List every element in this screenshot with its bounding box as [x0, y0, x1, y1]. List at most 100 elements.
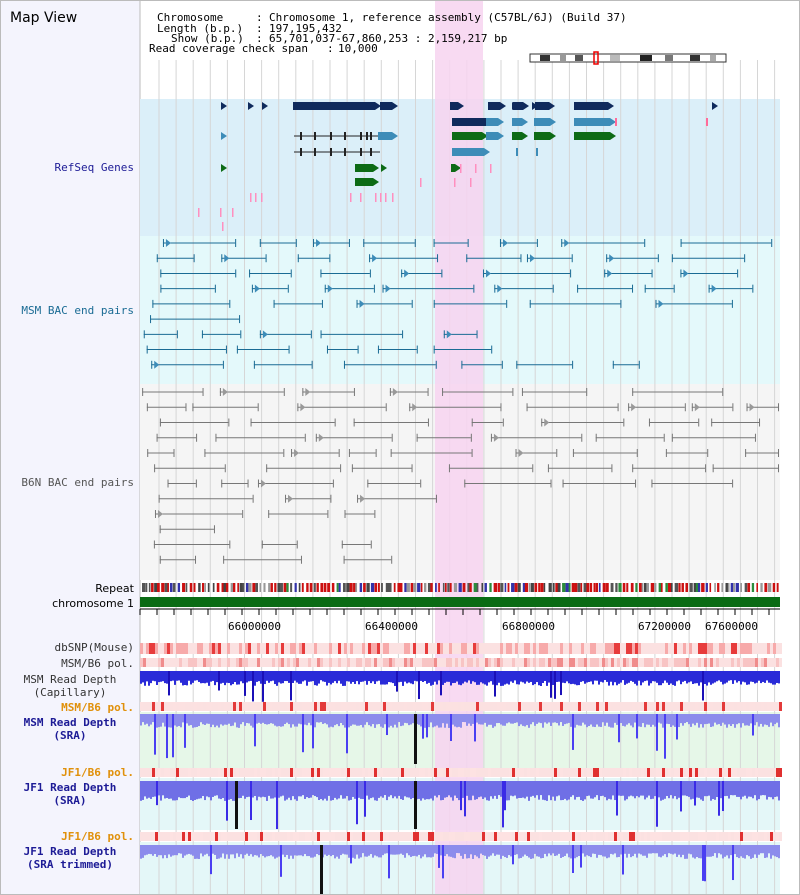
bac-end	[500, 403, 502, 412]
polymorphism-cell	[701, 658, 704, 667]
depth-bar	[280, 781, 282, 797]
depth-bar	[464, 845, 466, 855]
depth-bar	[262, 781, 264, 797]
polymorphism-cell	[590, 702, 593, 711]
depth-bar	[732, 671, 734, 684]
polymorphism-cell	[497, 768, 500, 777]
depth-bar	[760, 845, 762, 854]
depth-bar	[526, 671, 528, 682]
ideogram-band	[560, 55, 566, 61]
polymorphism-cell	[566, 832, 569, 841]
bac-end	[236, 345, 238, 354]
polymorphism-cell	[635, 832, 638, 841]
depth-bar	[476, 781, 478, 800]
depth-bar	[152, 781, 154, 797]
repeat-mark	[239, 583, 243, 592]
polymorphism-cell	[317, 702, 320, 711]
depth-bar	[474, 781, 476, 800]
depth-bar	[646, 845, 648, 858]
repeat-mark	[430, 583, 433, 592]
bac-end	[427, 388, 429, 396]
depth-bar	[700, 781, 702, 800]
depth-bar	[484, 671, 486, 685]
polymorphism-cell	[500, 702, 503, 711]
polymorphism-cell	[281, 658, 284, 667]
repeat-mark	[252, 583, 256, 592]
depth-bar	[432, 845, 434, 857]
depth-bar	[386, 781, 388, 801]
polymorphism-cell	[461, 768, 464, 777]
depth-bar	[592, 845, 594, 854]
depth-bar	[446, 845, 448, 855]
gene-block	[574, 132, 610, 140]
depth-bar	[760, 781, 762, 796]
depth-bar	[188, 781, 190, 796]
polymorphism-cell	[185, 643, 188, 654]
gene-block	[293, 102, 375, 110]
bac-arrow	[224, 254, 230, 263]
polymorphism-cell	[218, 702, 221, 711]
depth-bar	[458, 714, 460, 727]
depth-bar	[694, 714, 696, 726]
depth-bar	[202, 845, 204, 857]
polymorphism-cell	[773, 768, 776, 777]
depth-bar	[380, 781, 382, 797]
polymorphism-cell	[632, 832, 635, 841]
coverage-sep: :	[327, 42, 334, 55]
depth-bar	[704, 845, 706, 882]
polymorphism-cell	[692, 832, 695, 841]
depth-bar	[560, 845, 562, 858]
depth-bar	[298, 845, 300, 856]
polymorphism-cell	[587, 658, 590, 667]
depth-bar	[222, 714, 224, 726]
depth-bar	[184, 671, 186, 686]
msm-depth-sra-label-1: MSM Read Depth	[23, 716, 117, 729]
polymorphism-cell	[425, 643, 428, 654]
polymorphism-cell	[515, 643, 518, 654]
depth-bar	[160, 845, 162, 856]
bac-end	[606, 254, 608, 263]
repeat-mark	[756, 583, 759, 592]
depth-bar	[508, 781, 510, 801]
polymorphism-cell	[770, 658, 773, 667]
polymorphism-cell	[266, 658, 269, 667]
polymorphism-cell	[665, 832, 668, 841]
polymorphism-cell	[686, 768, 689, 777]
depth-bar	[764, 781, 766, 796]
polymorphism-cell	[263, 643, 266, 654]
depth-bar	[234, 845, 236, 859]
polymorphism-cell	[746, 643, 749, 654]
gene-arrow	[221, 132, 227, 140]
depth-bar	[270, 781, 272, 799]
depth-bar	[492, 781, 494, 799]
depth-bar	[140, 845, 142, 859]
bac-end	[435, 494, 437, 503]
depth-bar	[608, 714, 610, 727]
depth-bar	[548, 714, 550, 723]
repeat-mark	[751, 583, 755, 592]
depth-bar	[482, 781, 484, 799]
polymorphism-cell	[725, 643, 728, 654]
depth-bar	[264, 781, 266, 798]
depth-bar	[240, 714, 242, 725]
polymorphism-cell	[380, 832, 383, 841]
polymorphism-cell	[608, 658, 611, 667]
depth-bar	[620, 845, 622, 855]
depth-bar	[682, 781, 684, 796]
depth-bar	[454, 714, 456, 727]
depth-bar	[552, 671, 554, 685]
polymorphism-cell	[629, 658, 632, 667]
depth-bar	[664, 781, 666, 799]
polymorphism-cell	[578, 832, 581, 841]
polymorphism-cell	[446, 832, 449, 841]
polymorphism-cell	[632, 768, 635, 777]
polymorphism-cell	[503, 832, 506, 841]
depth-bar	[736, 781, 738, 797]
polymorphism-cell	[251, 643, 254, 654]
depth-bar	[400, 714, 402, 727]
depth-bar	[644, 845, 646, 856]
polymorphism-cell	[176, 643, 179, 654]
polymorphism-cell	[413, 658, 416, 667]
depth-bar	[426, 714, 428, 738]
polymorphism-cell	[323, 832, 326, 841]
